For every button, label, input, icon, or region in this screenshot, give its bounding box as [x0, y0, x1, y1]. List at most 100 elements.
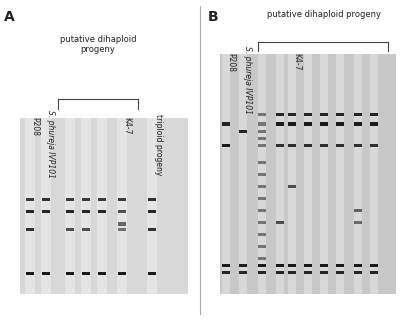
Bar: [304, 144, 312, 147]
Bar: [65, 118, 75, 294]
Bar: [370, 271, 378, 275]
Bar: [222, 144, 230, 147]
Bar: [276, 122, 284, 126]
Bar: [239, 54, 247, 294]
Bar: [336, 264, 344, 267]
Bar: [118, 272, 126, 275]
Bar: [354, 113, 362, 116]
Bar: [81, 118, 91, 294]
Bar: [222, 122, 230, 126]
Text: putative dihaploid progeny: putative dihaploid progeny: [267, 10, 381, 19]
Bar: [304, 113, 312, 116]
Bar: [320, 122, 328, 126]
Bar: [354, 122, 362, 126]
Bar: [82, 228, 90, 231]
Bar: [258, 233, 266, 236]
Bar: [41, 118, 51, 294]
Bar: [97, 118, 107, 294]
Bar: [148, 272, 156, 275]
Bar: [320, 113, 328, 116]
Bar: [147, 118, 157, 294]
Text: K4-7: K4-7: [292, 53, 301, 70]
Bar: [320, 271, 328, 275]
Bar: [26, 272, 34, 275]
Bar: [118, 222, 126, 226]
Bar: [336, 144, 344, 147]
Bar: [239, 271, 247, 275]
Bar: [82, 210, 90, 213]
Text: S. phureja IVP101: S. phureja IVP101: [243, 46, 252, 114]
Bar: [98, 198, 106, 201]
Bar: [304, 122, 312, 126]
Bar: [336, 54, 344, 294]
Bar: [239, 130, 247, 133]
Bar: [370, 54, 378, 294]
Bar: [26, 228, 34, 231]
Bar: [82, 272, 90, 275]
Bar: [42, 198, 50, 201]
Bar: [320, 54, 328, 294]
Bar: [336, 113, 344, 116]
Bar: [25, 118, 35, 294]
Bar: [98, 210, 106, 213]
Bar: [220, 54, 396, 294]
Bar: [222, 271, 230, 275]
Text: P208: P208: [226, 53, 235, 72]
Text: putative dihaploid
progeny: putative dihaploid progeny: [60, 35, 136, 54]
Bar: [258, 185, 266, 188]
Bar: [42, 210, 50, 213]
Bar: [354, 271, 362, 275]
Bar: [354, 221, 362, 224]
Bar: [304, 54, 312, 294]
Bar: [42, 272, 50, 275]
Bar: [258, 221, 266, 224]
Bar: [222, 54, 230, 294]
Bar: [354, 144, 362, 147]
Bar: [258, 209, 266, 212]
Bar: [66, 228, 74, 231]
Bar: [118, 198, 126, 201]
Bar: [258, 54, 266, 294]
Bar: [148, 198, 156, 201]
Bar: [258, 122, 266, 126]
Bar: [20, 118, 188, 294]
Bar: [258, 264, 266, 267]
Bar: [288, 122, 296, 126]
Bar: [370, 113, 378, 116]
Text: B: B: [208, 10, 219, 24]
Bar: [258, 144, 266, 147]
Bar: [276, 271, 284, 275]
Bar: [370, 122, 378, 126]
Bar: [276, 113, 284, 116]
Bar: [336, 122, 344, 126]
Bar: [258, 161, 266, 164]
Bar: [320, 264, 328, 267]
Bar: [117, 118, 127, 294]
Bar: [288, 113, 296, 116]
Bar: [239, 264, 247, 267]
Bar: [148, 228, 156, 231]
Bar: [82, 198, 90, 201]
Bar: [66, 198, 74, 201]
Bar: [320, 144, 328, 147]
Bar: [288, 264, 296, 267]
Bar: [276, 54, 284, 294]
Bar: [370, 144, 378, 147]
Bar: [276, 144, 284, 147]
Bar: [304, 264, 312, 267]
Bar: [258, 245, 266, 248]
Text: K4-7: K4-7: [122, 117, 131, 134]
Bar: [276, 264, 284, 267]
Bar: [98, 272, 106, 275]
Bar: [304, 271, 312, 275]
Bar: [26, 198, 34, 201]
Bar: [258, 197, 266, 200]
Text: S. phureja IVP101: S. phureja IVP101: [46, 110, 55, 178]
Bar: [288, 54, 296, 294]
Bar: [288, 271, 296, 275]
Bar: [258, 257, 266, 260]
Bar: [288, 144, 296, 147]
Bar: [66, 272, 74, 275]
Bar: [288, 185, 296, 188]
Bar: [258, 271, 266, 275]
